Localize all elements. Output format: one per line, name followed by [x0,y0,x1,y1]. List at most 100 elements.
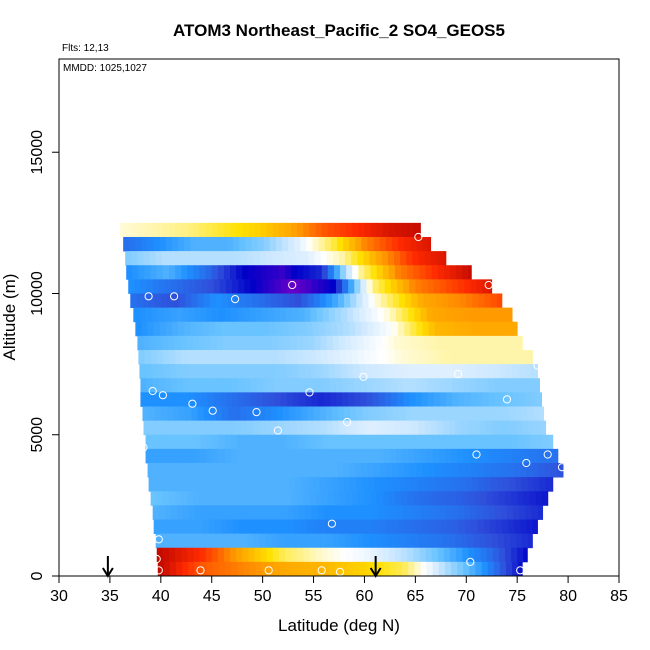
heatmap-cell [225,279,233,294]
heatmap-cell [512,364,519,379]
heatmap-cell [245,321,252,337]
heatmap-cell [346,222,353,238]
heatmap-cell [389,364,397,379]
heatmap-cell [206,307,214,323]
heatmap-cell [176,448,183,464]
heatmap-cell [364,349,371,365]
heatmap-cell [222,335,230,351]
heatmap-cell [403,378,410,393]
heatmap-cell [149,251,157,266]
x-tick-label: 45 [203,588,221,605]
heatmap-cell [421,279,428,294]
heatmap-cell [182,364,189,379]
heatmap-cell [224,434,232,450]
heatmap-cell [383,364,391,379]
heatmap-cell [310,448,317,464]
heatmap-cell [366,505,373,520]
heatmap-cell [318,519,326,535]
heatmap-cell [135,236,142,252]
heatmap-cell [333,222,341,238]
heatmap-cell [195,378,202,393]
heatmap-cell [239,321,246,337]
heatmap-cell [260,547,268,563]
heatmap-cell [317,378,325,393]
heatmap-cell [168,265,176,280]
heatmap-cell [233,236,240,252]
heatmap-cell [332,533,340,549]
heatmap-cell [468,265,472,280]
heatmap-cell [169,364,177,379]
heatmap-cell [304,561,311,577]
heatmap-cell [505,561,513,577]
heatmap-cell [375,335,383,351]
heatmap-cell [137,251,144,266]
heatmap-cell [352,547,359,563]
heatmap-cell [389,448,397,464]
heatmap-cell [176,561,183,577]
heatmap-cell [287,378,294,393]
heatmap-cell [296,420,303,436]
heatmap-cell [429,293,437,309]
heatmap-cell [512,448,519,464]
heatmap-cell [310,434,317,450]
heatmap-cell [265,335,273,351]
heatmap-cell [429,406,437,422]
heatmap-cell [251,321,258,337]
heatmap-cell [298,561,305,577]
heatmap-cell [209,477,217,492]
heatmap-cell [520,462,527,478]
heatmap-cell [234,406,241,422]
heatmap-cell [159,519,167,535]
heatmap-cell [368,477,376,492]
heatmap-cell [328,307,336,323]
heatmap-cell [445,378,453,393]
heatmap-cell [523,491,530,506]
heatmap-cell [519,392,526,407]
heatmap-cell [420,448,427,464]
heatmap-cell [391,519,399,535]
x-tick-label: 85 [610,588,628,605]
heatmap-cell [145,307,153,323]
heatmap-cell [272,222,280,238]
heatmap-cell [348,505,355,520]
heatmap-cell [410,519,417,535]
heatmap-cell [464,505,471,520]
heatmap-cell [333,491,341,506]
heatmap-cell [281,519,289,535]
heatmap-cell [438,434,446,450]
heatmap-cell [262,392,270,407]
heatmap-cell [244,505,251,520]
heatmap-cell [193,491,200,506]
heatmap-cell [412,335,419,351]
heatmap-cell [266,547,274,563]
heatmap-cell [310,561,317,577]
heatmap-cell [206,434,214,450]
heatmap-cell [356,293,363,309]
heatmap-cell [150,265,158,280]
x-tick-label: 40 [152,588,170,605]
heatmap-cell [172,462,179,478]
heatmap-cell [522,420,529,436]
heatmap-cell [382,547,390,563]
heatmap-cell [430,420,438,436]
heatmap-cell [464,279,471,294]
heatmap-cell [445,505,453,520]
heatmap-cell [239,462,246,478]
heatmap-cell [336,321,344,337]
heatmap-cell [164,279,172,294]
heatmap-cell [187,491,194,506]
heatmap-cell [475,561,482,577]
heatmap-cell [268,279,276,294]
heatmap-cell [302,335,309,351]
heatmap-cell [284,533,291,549]
heatmap-cell [513,378,520,393]
heatmap-cell [371,448,379,464]
heatmap-cell [151,448,159,464]
heatmap-cell [400,533,407,549]
heatmap-cell [381,420,389,436]
heatmap-cell [246,406,253,422]
heatmap-cell [487,448,495,464]
heatmap-cell [449,491,457,506]
heatmap-cell [209,293,217,309]
heatmap-cell [179,293,186,309]
